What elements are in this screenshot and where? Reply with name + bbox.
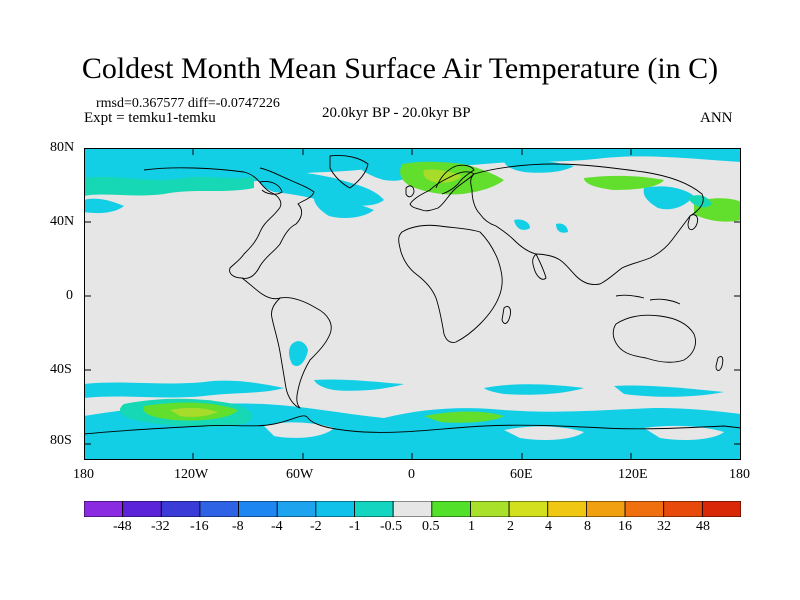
colorbar-label: 4 — [545, 519, 552, 534]
coastlines — [84, 155, 741, 435]
greenland-cyan — [354, 159, 414, 181]
colorbar-label: -16 — [190, 519, 209, 534]
page-title: Coldest Month Mean Surface Air Temperatu… — [81, 52, 719, 85]
colorbar-label: 2 — [507, 519, 514, 534]
sa-cyan-patch — [289, 341, 308, 367]
siberia-green — [584, 175, 664, 190]
diff-label: diff= — [187, 96, 216, 111]
colorbar-box — [624, 501, 665, 517]
colorbar-box — [431, 501, 471, 517]
colorbar-box — [354, 501, 394, 517]
colorbar-label: -8 — [232, 519, 244, 534]
stats-line: rmsd=0.367577 diff=-0.0747226 — [96, 96, 280, 112]
experiment-label: Expt = temku1-temku — [84, 110, 216, 126]
colorbar-box — [392, 501, 433, 517]
colorbar-box — [160, 501, 201, 517]
na-east-cyan — [313, 194, 374, 218]
period-label: 20.0kyr BP - 20.0kyr BP — [322, 105, 471, 121]
east-teal — [688, 195, 712, 208]
y-tick-label: 40S — [50, 362, 72, 377]
colorbar-label: 32 — [657, 519, 671, 534]
coast-scandinavia — [435, 164, 475, 195]
rmsd-value: 0.367577 — [131, 96, 185, 111]
colorbar-box — [586, 501, 626, 517]
colorbar-label: -4 — [271, 519, 283, 534]
south-green-east — [424, 411, 504, 423]
colorbar-label: -2 — [310, 519, 322, 534]
x-tick-label: 120W — [174, 467, 209, 482]
coast-australia — [612, 314, 696, 363]
south-yellowgreen-patch — [170, 407, 218, 417]
colorbar-label: 16 — [618, 519, 632, 534]
coast-europe — [409, 171, 475, 212]
south-cyan-band-1 — [84, 380, 284, 398]
map-ticks — [84, 148, 741, 460]
coast-japan — [687, 214, 699, 231]
y-tick-label: 40N — [50, 214, 75, 229]
coast-indonesia — [615, 294, 681, 305]
colorbar-label: -0.5 — [380, 519, 403, 534]
north-eu-cyan — [504, 159, 574, 173]
colorbar-box — [547, 501, 587, 517]
arctic-cyan-band — [84, 148, 741, 184]
colorbar-label: -1 — [349, 519, 361, 534]
colorbar-box — [84, 501, 124, 517]
coast-madagascar — [501, 305, 511, 324]
coast-britain — [405, 185, 415, 198]
diff-value: -0.0747226 — [215, 96, 280, 111]
na-cyan-patch — [254, 170, 384, 206]
ne-asia-cyan — [643, 186, 694, 210]
colorbar — [84, 501, 741, 517]
x-tick-label: 180 — [73, 467, 94, 482]
colorbar-box — [508, 501, 549, 517]
small-cyan-2 — [556, 223, 568, 233]
south-cyan-band-4 — [614, 385, 724, 397]
coast-africa — [398, 224, 503, 343]
antarctic-grey-gap-1 — [264, 422, 334, 438]
west-cyan-patch — [84, 198, 124, 214]
y-tick-label: 80S — [50, 433, 72, 448]
colorbar-label: 0.5 — [422, 519, 440, 534]
anomaly-shading — [84, 148, 741, 460]
colorbar-box — [315, 501, 355, 517]
rmsd-label: rmsd= — [96, 96, 132, 111]
colorbar-box — [199, 501, 239, 517]
x-tick-label: 60W — [286, 467, 314, 482]
colorbar-box — [238, 501, 278, 517]
colorbar-label: -32 — [151, 519, 170, 534]
x-tick-label: 60E — [510, 467, 533, 482]
coast-hudson — [259, 181, 283, 195]
colorbar-label: 48 — [696, 519, 710, 534]
coast-new-zealand — [715, 355, 724, 371]
colorbar-box — [122, 501, 162, 517]
x-tick-label: 0 — [408, 467, 415, 482]
world-map — [84, 148, 741, 460]
season-label: ANN — [700, 110, 733, 126]
colorbar-boxes — [84, 501, 741, 517]
colorbar-box — [276, 501, 317, 517]
small-cyan-1 — [514, 219, 530, 230]
antarctic-grey-gap-2 — [504, 426, 584, 440]
coast-south-america — [271, 297, 332, 409]
coast-north-america — [143, 167, 315, 279]
colorbar-box — [470, 501, 510, 517]
coast-asia — [470, 163, 704, 285]
y-tick-label: 80N — [50, 140, 75, 155]
coast-india — [532, 253, 547, 280]
south-cyan-band-3 — [484, 384, 584, 395]
x-tick-label: 120E — [618, 467, 648, 482]
arctic-teal-band — [84, 176, 254, 196]
colorbar-label: 1 — [468, 519, 475, 534]
colorbar-box — [701, 501, 741, 517]
y-tick-label: 0 — [66, 288, 73, 303]
antarctic-grey-gap-3 — [644, 425, 724, 440]
colorbar-label: 8 — [584, 519, 591, 534]
coast-greenland — [329, 155, 369, 189]
x-tick-label: 180 — [729, 467, 750, 482]
south-cyan-band-2 — [314, 379, 404, 391]
coast-central-america — [241, 277, 281, 300]
colorbar-label: -48 — [113, 519, 132, 534]
coast-antarctica — [84, 415, 741, 435]
colorbar-box — [663, 501, 703, 517]
